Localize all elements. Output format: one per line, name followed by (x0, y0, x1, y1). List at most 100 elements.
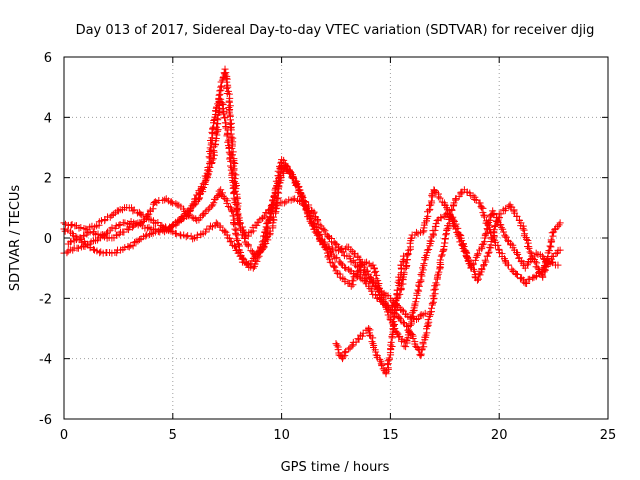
data-point-track-4 (330, 263, 338, 271)
x-tick-label: 5 (169, 428, 177, 443)
data-point-track-3 (419, 228, 427, 236)
data-point-track-1 (208, 128, 216, 136)
data-point-track-3 (547, 236, 555, 244)
data-point-track-3 (505, 202, 513, 210)
data-point-track-4 (215, 187, 223, 195)
data-point-track-3 (545, 247, 553, 255)
data-point-track-5 (393, 286, 401, 294)
y-tick-label: 2 (44, 172, 52, 187)
data-point-track-5 (348, 342, 356, 350)
data-point-track-4 (210, 199, 218, 207)
data-point-track-3 (136, 210, 144, 218)
data-point-track-1 (220, 110, 228, 118)
data-marks (60, 65, 564, 378)
data-point-track-4 (309, 218, 317, 226)
data-point-track-4 (301, 201, 309, 209)
data-point-track-1 (280, 199, 288, 207)
data-point-track-4 (289, 173, 297, 181)
data-point-track-3 (524, 239, 532, 247)
x-tick-label: 10 (273, 428, 290, 443)
data-point-track-2 (556, 246, 564, 254)
data-point-track-4 (372, 267, 380, 275)
data-point-track-3 (167, 227, 175, 235)
y-tick-label: -2 (39, 292, 52, 307)
data-point-track-4 (144, 211, 152, 219)
data-point-track-4 (282, 162, 290, 170)
data-point-track-4 (66, 238, 74, 246)
data-point-track-4 (437, 214, 445, 222)
data-point-track-4 (352, 272, 360, 280)
x-axis-title: GPS time / hours (281, 460, 390, 475)
data-point-track-3 (77, 223, 85, 231)
data-point-track-5 (365, 325, 373, 332)
data-point-track-2 (205, 163, 213, 171)
data-point-track-4 (218, 191, 226, 199)
data-point-track-3 (106, 213, 114, 221)
data-point-track-2 (399, 318, 407, 326)
x-tick-label: 25 (600, 428, 617, 443)
data-point-track-1 (362, 271, 370, 279)
data-point-track-2 (216, 87, 224, 95)
data-point-track-3 (227, 237, 235, 245)
data-point-track-3 (61, 220, 69, 228)
data-point-track-2 (244, 242, 252, 250)
data-point-track-2 (238, 223, 246, 231)
data-point-track-4 (169, 199, 177, 207)
data-point-track-2 (438, 251, 446, 259)
data-point-track-4 (341, 278, 349, 286)
data-point-track-2 (115, 221, 123, 229)
data-point-track-1 (135, 236, 143, 244)
data-point-track-2 (239, 228, 247, 236)
data-point-track-2 (103, 229, 111, 237)
data-point-track-2 (233, 193, 241, 201)
data-point-track-2 (230, 170, 238, 178)
data-point-track-4 (120, 228, 128, 236)
data-point-track-4 (500, 228, 508, 236)
data-point-track-4 (270, 192, 278, 200)
data-point-track-1 (320, 225, 328, 233)
data-point-track-4 (406, 321, 414, 329)
data-point-track-4 (432, 220, 440, 228)
data-point-track-4 (304, 207, 312, 215)
data-point-track-4 (374, 282, 382, 290)
data-point-track-2 (433, 272, 441, 280)
data-point-track-2 (241, 235, 249, 243)
data-point-track-4 (442, 211, 450, 219)
data-point-track-2 (224, 83, 232, 91)
data-point-track-1 (121, 244, 129, 252)
data-point-track-4 (255, 249, 263, 257)
data-point-track-3 (491, 223, 499, 231)
data-point-track-3 (471, 267, 479, 275)
data-point-track-4 (455, 230, 463, 238)
data-point-track-4 (315, 232, 323, 240)
data-point-track-4 (425, 245, 433, 253)
data-point-track-1 (131, 238, 139, 246)
y-tick-label: 0 (44, 232, 52, 247)
data-point-track-4 (300, 197, 308, 205)
data-point-track-2 (476, 199, 484, 207)
data-point-track-2 (516, 275, 524, 283)
data-point-track-3 (482, 258, 490, 266)
data-point-track-2 (361, 276, 369, 284)
data-point-track-3 (347, 246, 355, 254)
data-point-track-2 (227, 136, 235, 144)
data-point-track-2 (215, 102, 223, 110)
data-point-track-4 (325, 255, 333, 263)
data-point-track-1 (129, 242, 137, 250)
data-point-track-4 (249, 264, 257, 272)
data-point-track-4 (97, 231, 105, 239)
data-point-track-4 (426, 237, 434, 245)
data-point-track-3 (363, 267, 371, 275)
data-point-track-4 (299, 193, 307, 201)
data-point-track-4 (356, 263, 364, 271)
data-point-track-2 (431, 285, 439, 293)
data-point-track-2 (426, 312, 434, 320)
data-point-track-1 (291, 195, 299, 203)
data-point-track-5 (334, 346, 342, 354)
data-point-track-2 (436, 256, 444, 264)
data-point-track-4 (161, 196, 169, 204)
data-point-track-2 (424, 316, 432, 324)
data-point-track-4 (409, 307, 417, 315)
data-point-track-4 (414, 286, 422, 294)
data-point-track-3 (485, 248, 493, 256)
